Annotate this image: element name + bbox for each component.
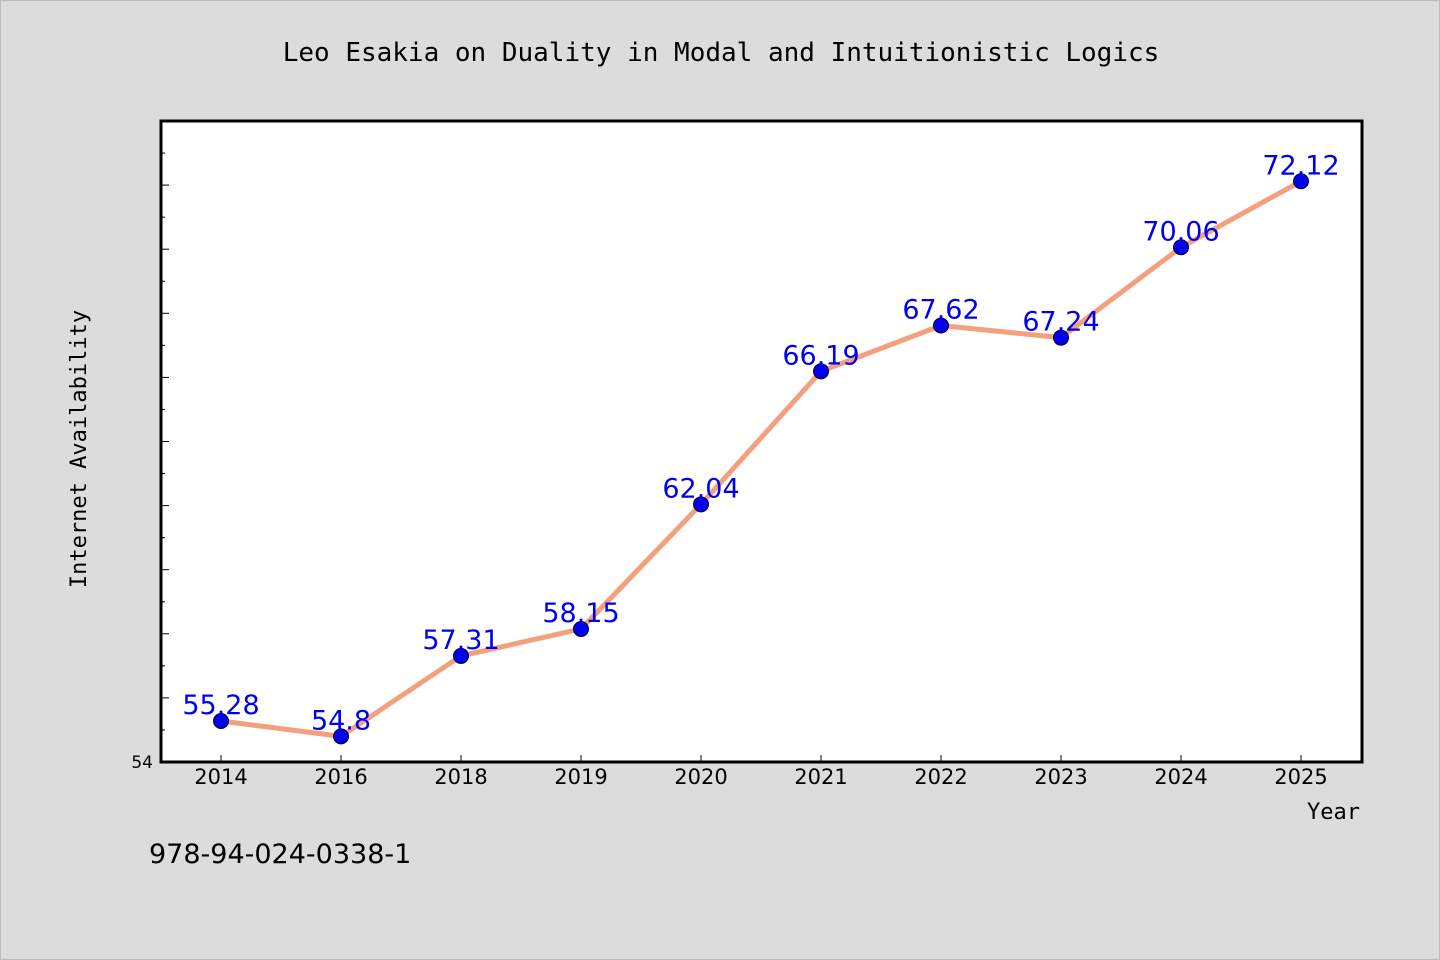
- footer-isbn: 978-94-024-0338-1: [149, 839, 411, 870]
- data-label: 70.06: [1142, 216, 1219, 247]
- data-point: [1293, 173, 1309, 190]
- x-tick-label: 2024: [1154, 765, 1207, 789]
- x-tick-label: 2014: [194, 765, 247, 789]
- data-point: [453, 647, 469, 664]
- x-tick-label: 2020: [674, 765, 727, 789]
- plot-area: [159, 119, 1364, 764]
- data-label: 58.15: [542, 598, 619, 629]
- data-label: 66.19: [782, 340, 859, 371]
- data-label: 54.8: [311, 705, 371, 736]
- x-tick-label: 2022: [914, 765, 967, 789]
- series-line: [220, 179, 1303, 739]
- data-point: [573, 620, 589, 637]
- data-label: 67.62: [902, 294, 979, 325]
- y-tick-label: 54: [131, 753, 153, 773]
- x-tick-label: 2025: [1274, 765, 1327, 789]
- data-point: [1053, 329, 1069, 346]
- data-point: [333, 728, 349, 745]
- x-axis-ticks: [220, 755, 1302, 762]
- data-label: 62.04: [662, 473, 739, 504]
- data-point: [933, 317, 949, 334]
- x-axis-label: Year: [1307, 800, 1360, 825]
- x-axis-tick-labels: 2014 2016 2018 2019 2020 2021 2022 2023 2024 2025: [194, 765, 1327, 789]
- data-point: [213, 712, 229, 729]
- data-point: [813, 363, 829, 380]
- data-point: [693, 496, 709, 513]
- data-label: 72.12: [1262, 150, 1339, 181]
- data-point: [1173, 239, 1189, 256]
- x-tick-label: 2023: [1034, 765, 1087, 789]
- y-axis-label: Internet Availability: [67, 310, 92, 588]
- data-label: 67.24: [1022, 307, 1099, 338]
- data-labels: 55.28 54.8 57.31 58.15 62.04 66.19 67.62 67.24 7…: [182, 150, 1339, 736]
- x-tick-label: 2021: [794, 765, 847, 789]
- y-axis-ticks: [161, 152, 169, 731]
- data-label: 57.31: [422, 625, 499, 656]
- x-tick-label: 2018: [434, 765, 487, 789]
- chart-title: Leo Esakia on Duality in Modal and Intui…: [283, 38, 1160, 68]
- data-markers: [213, 173, 1309, 745]
- x-tick-label: 2019: [554, 765, 607, 789]
- x-tick-label: 2016: [314, 765, 367, 789]
- data-label: 55.28: [182, 690, 259, 721]
